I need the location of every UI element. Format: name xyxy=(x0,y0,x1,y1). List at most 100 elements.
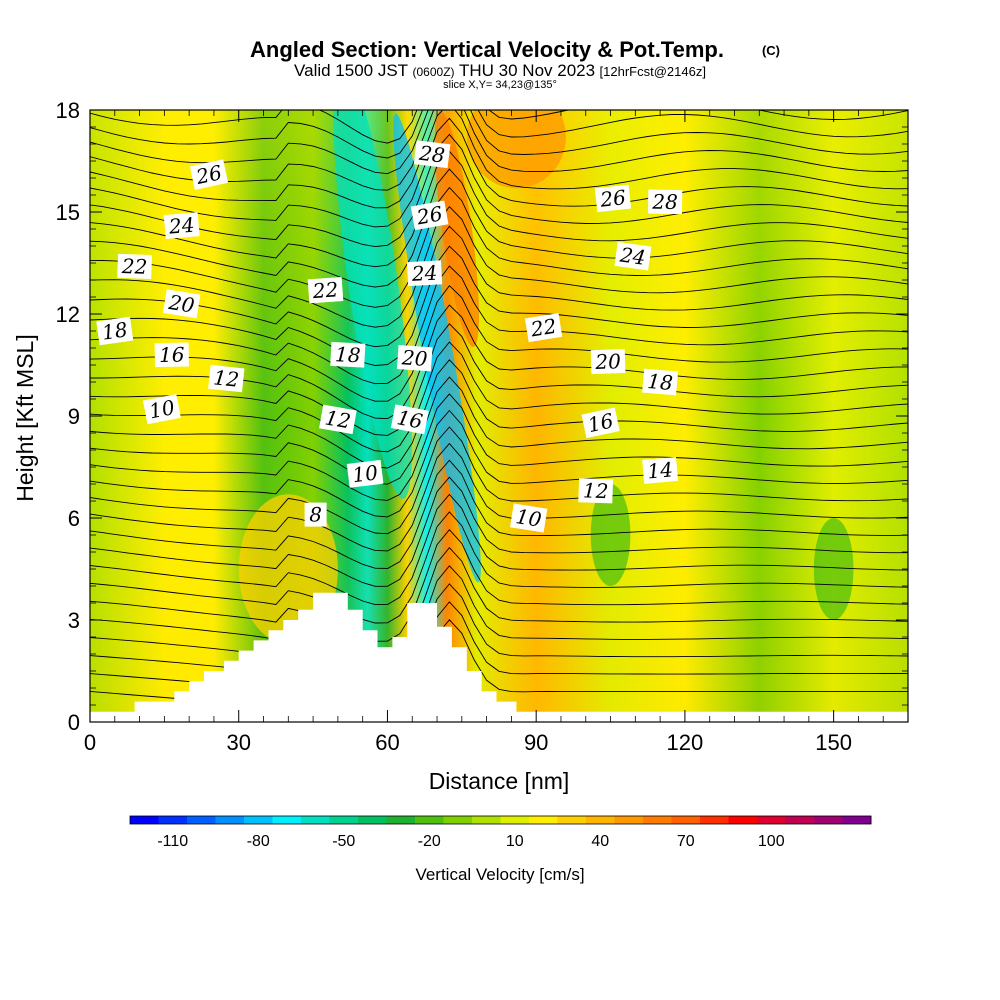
contour-label-text: 28 xyxy=(651,190,678,214)
contour-label-11: 10 xyxy=(346,459,384,488)
contour-label-bg xyxy=(208,364,245,393)
velocity-field-shading xyxy=(90,110,908,722)
contour-label-12: 8 xyxy=(304,502,327,527)
contour-line-20 xyxy=(90,265,908,385)
y-tick-label: 18 xyxy=(56,98,80,123)
colorbar-swatch-11 xyxy=(443,816,473,824)
x-tick-label: 120 xyxy=(667,730,704,755)
chart-title-unit: (C) xyxy=(762,43,780,58)
colorbar-swatch-16 xyxy=(586,816,615,824)
contour-line-26 xyxy=(90,150,908,268)
contour-label-bg xyxy=(307,277,344,304)
colorbar-tick-label: -50 xyxy=(332,833,355,850)
chart-title: Angled Section: Vertical Velocity & Pot.… xyxy=(250,37,724,62)
contour-label-text: 24 xyxy=(618,242,648,269)
colorbar-tick-label: 100 xyxy=(758,833,785,850)
contour-label-text: 18 xyxy=(646,369,673,395)
contour-label-14: 26 xyxy=(410,200,449,231)
y-tick-label: 6 xyxy=(68,506,80,531)
contour-line-28 xyxy=(90,117,908,228)
colorbar-swatch-25 xyxy=(842,816,872,824)
contour-label-1: 24 xyxy=(163,212,200,240)
contour-line-15 xyxy=(90,359,908,469)
contour-label-bg xyxy=(642,368,679,396)
contour-label-text: 16 xyxy=(586,408,616,437)
contour-label-text: 16 xyxy=(159,343,185,367)
contour-line-14 xyxy=(90,376,908,485)
x-tick-label: 90 xyxy=(524,730,548,755)
contour-line-24 xyxy=(90,186,908,308)
x-axis-label: Distance [nm] xyxy=(429,768,570,794)
contour-label-text: 10 xyxy=(351,460,379,487)
contour-label-3: 20 xyxy=(163,289,201,319)
colorbar-frame xyxy=(129,815,872,825)
contour-label-bg xyxy=(163,289,201,319)
contour-line-12 xyxy=(90,409,908,518)
velocity-cells xyxy=(238,110,854,644)
contour-label-text: 20 xyxy=(400,345,428,371)
x-tick-label: 0 xyxy=(84,730,96,755)
contour-label-17: 16 xyxy=(390,404,429,435)
colorbar: -110 -80 -50 -20 10 40 70 100 xyxy=(129,815,872,850)
contour-label-bg xyxy=(590,349,626,375)
contour-label-bg xyxy=(510,503,548,533)
contour-label-bg xyxy=(154,342,190,368)
contour-label-text: 10 xyxy=(514,504,543,532)
contour-line-32 xyxy=(90,110,908,159)
contour-line-17 xyxy=(90,323,908,436)
contour-label-text: 24 xyxy=(167,213,195,239)
colorbar-swatch-24 xyxy=(814,816,843,824)
contour-line-22 xyxy=(90,225,908,348)
contour-label-bg xyxy=(413,140,451,169)
contour-line-5 xyxy=(90,529,908,642)
contour-label-bg xyxy=(330,341,366,368)
contour-line-11 xyxy=(90,426,908,535)
contour-line-3 xyxy=(90,565,908,679)
velocity-cell-4 xyxy=(238,494,338,644)
contour-label-21: 22 xyxy=(524,313,563,343)
velocity-cell-5 xyxy=(590,484,631,586)
colorbar-swatch-23 xyxy=(785,816,815,824)
contour-label-0: 26 xyxy=(189,159,229,190)
contour-line-9 xyxy=(90,459,908,569)
subtitle-valid: Valid 1500 JST xyxy=(294,61,408,80)
colorbar-swatch-17 xyxy=(614,816,644,824)
axis-ticks: 0 30 60 90 120 150 0 3 6 9 12 15 18 xyxy=(56,98,909,755)
colorbar-swatch-6 xyxy=(301,816,330,824)
colorbar-tick-label: 70 xyxy=(677,833,695,850)
contour-label-20: 24 xyxy=(614,241,652,271)
colorbar-tick-label: -110 xyxy=(157,833,188,850)
contour-label-16: 20 xyxy=(396,345,433,372)
contour-label-text: 26 xyxy=(193,160,224,189)
velocity-cell-1 xyxy=(393,113,481,583)
subtitle-forecast: [12hrFcst@2146z] xyxy=(600,64,706,79)
contour-line-33 xyxy=(90,110,908,144)
slice-label: slice X,Y= 34,23@135° xyxy=(443,79,557,91)
colorbar-swatch-22 xyxy=(757,816,786,824)
colorbar-tick-label: 40 xyxy=(591,833,609,850)
contour-label-text: 14 xyxy=(646,457,673,483)
contour-label-23: 18 xyxy=(642,368,679,396)
contour-label-13: 28 xyxy=(413,140,451,169)
contour-label-text: 16 xyxy=(395,405,425,433)
colorbar-swatch-18 xyxy=(643,816,672,824)
contour-label-text: 26 xyxy=(414,201,444,229)
subtitle-date: THU 30 Nov 2023 xyxy=(459,61,595,80)
contour-label-text: 18 xyxy=(101,317,130,344)
contour-label-15: 24 xyxy=(406,260,443,287)
contour-label-bg xyxy=(304,502,327,527)
contour-label-6: 12 xyxy=(208,364,245,393)
contour-line-25 xyxy=(90,168,908,288)
colorbar-tick-label: 10 xyxy=(506,833,524,850)
contour-line-19 xyxy=(90,285,908,402)
contour-label-bg xyxy=(390,404,429,435)
contour-line-10 xyxy=(90,442,908,552)
contour-line-6 xyxy=(90,511,908,624)
contour-label-text: 20 xyxy=(594,349,622,374)
contour-label-text: 26 xyxy=(598,185,627,212)
contour-label-bg xyxy=(163,212,200,240)
contour-label-text: 22 xyxy=(120,254,147,279)
contour-line-31 xyxy=(90,110,908,175)
contour-label-bg xyxy=(142,394,181,425)
